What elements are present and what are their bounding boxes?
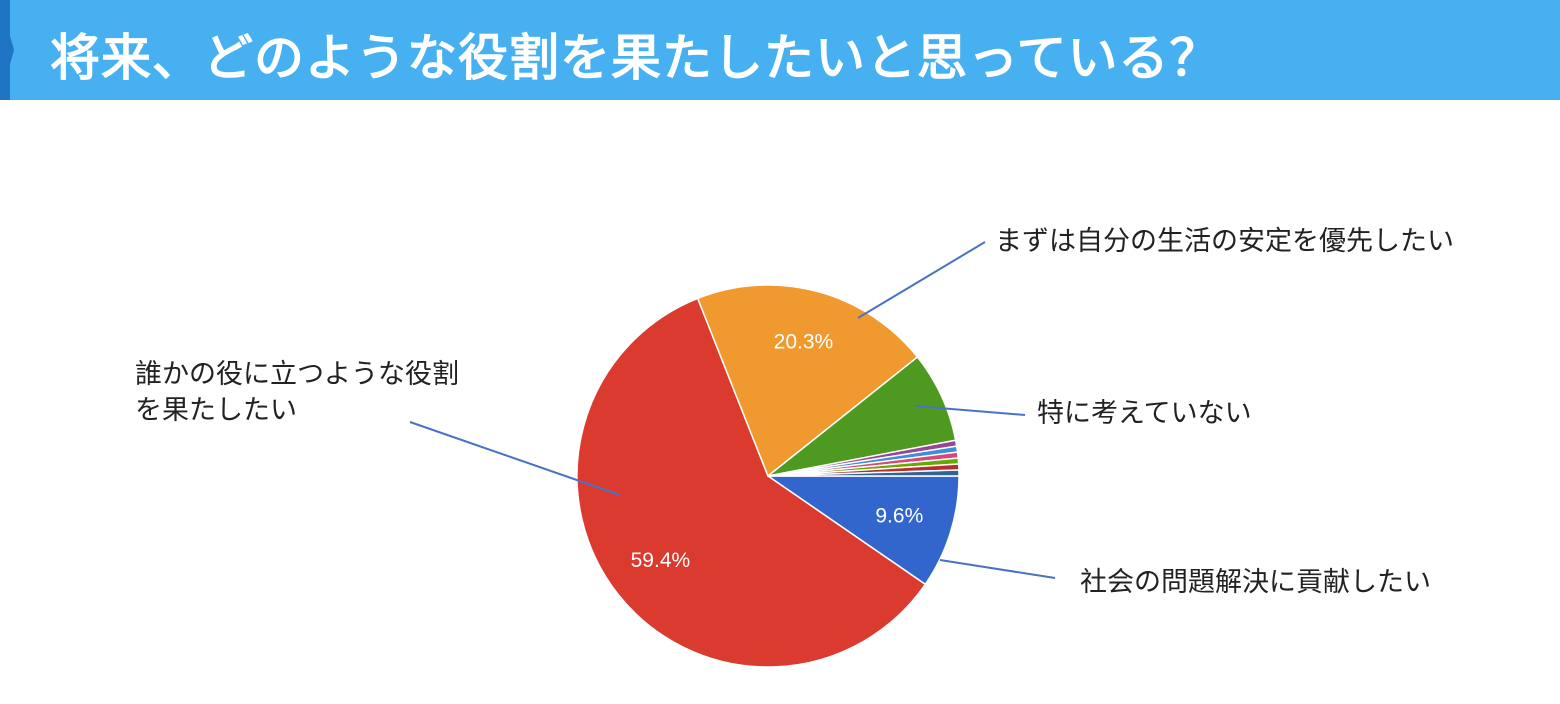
category-label: 特に考えていない [1037, 398, 1252, 429]
category-label: まずは自分の生活の安定を優先したい [995, 226, 1454, 257]
pie-slice [765, 475, 960, 586]
chart-title: 将来、どのような役割を果たしたいと思っている？ [50, 29, 1221, 87]
leader-line [409, 421, 621, 496]
title-banner [0, 0, 1560, 100]
pie-slice [767, 355, 957, 477]
leader-line [914, 405, 1026, 416]
pie-slice [576, 297, 927, 668]
pie-slice [767, 469, 960, 477]
leader-line [939, 559, 1056, 579]
value-label: 20.3% [774, 331, 834, 354]
value-label: 9.6% [875, 504, 923, 527]
category-label: 社会の問題解決に貢献したい [1080, 567, 1431, 598]
value-label: 59.4% [631, 549, 691, 572]
category-label: 誰かの役に立つような役割を果たしたい [135, 359, 459, 426]
leader-line [857, 241, 986, 319]
pie-slice [696, 284, 919, 478]
banner-accent [0, 0, 14, 100]
